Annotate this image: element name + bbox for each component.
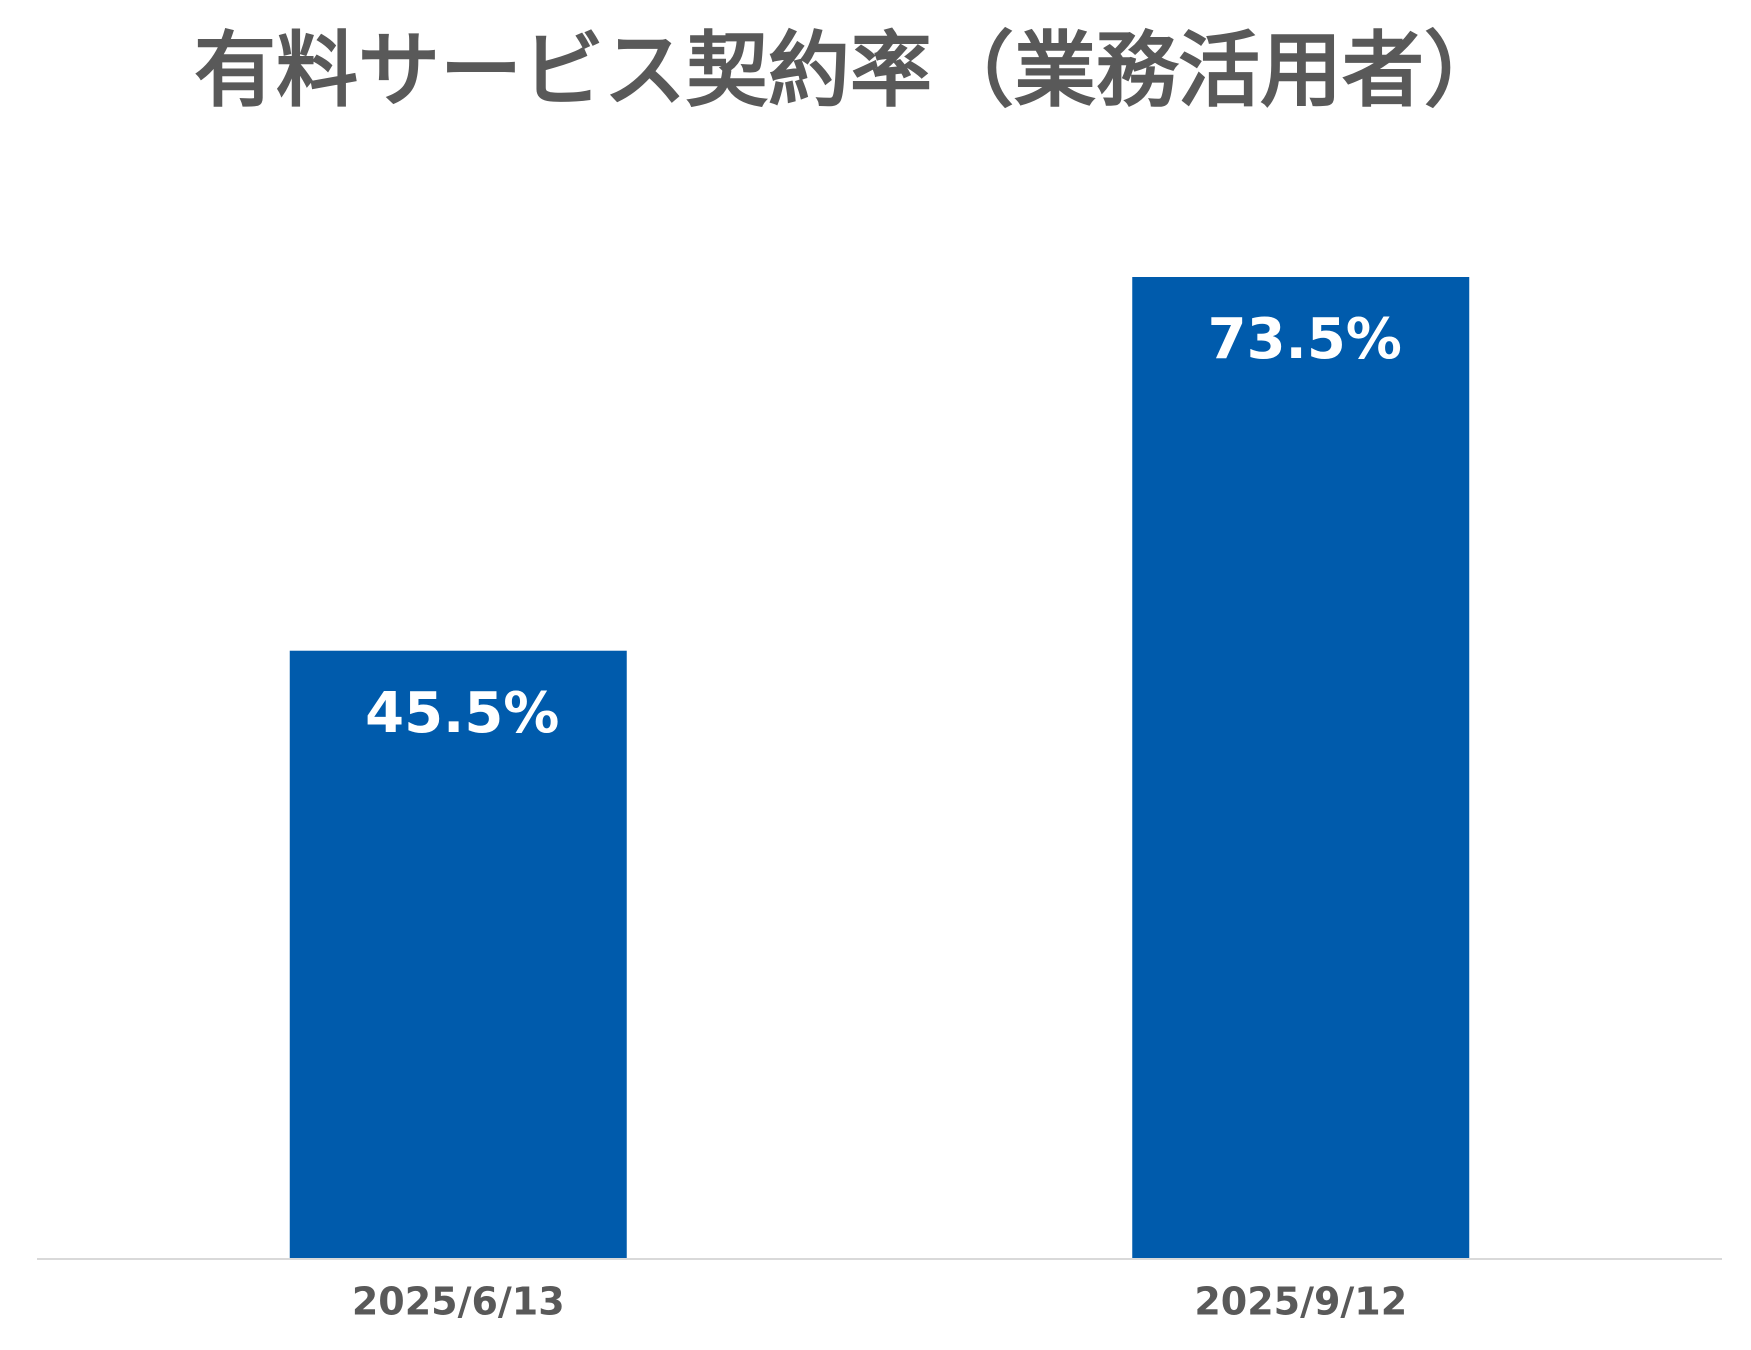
value-label: 45.5% — [365, 681, 559, 746]
x-tick-label: 2025/9/12 — [1194, 1280, 1407, 1324]
chart-title: 有料サービス契約率（業務活用者） — [194, 23, 1506, 118]
value-label: 73.5% — [1208, 307, 1402, 372]
bar — [1132, 277, 1470, 1258]
bar — [289, 650, 627, 1258]
x-tick-label: 2025/6/13 — [352, 1280, 565, 1324]
